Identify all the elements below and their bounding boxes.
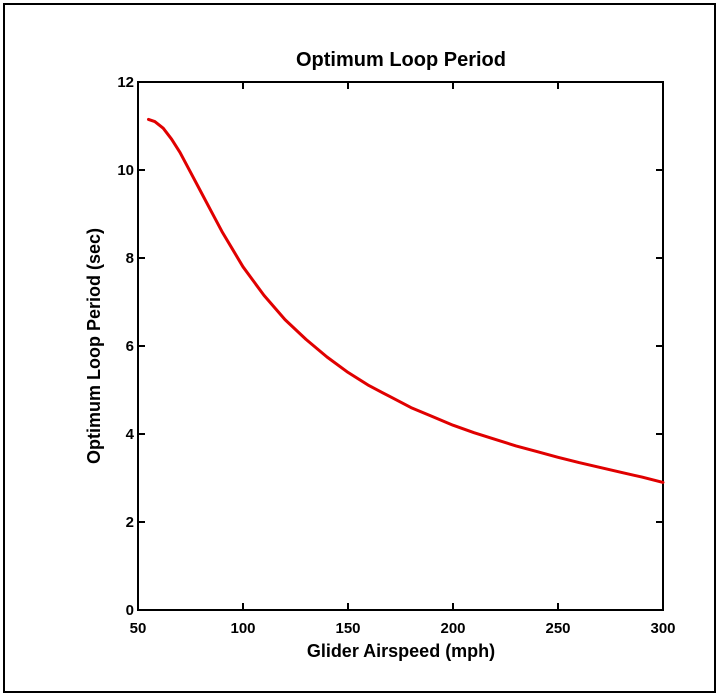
series-line <box>147 117 665 484</box>
plot-area <box>137 81 664 611</box>
y-tick-label: 8 <box>126 250 134 267</box>
x-tick-label: 50 <box>130 620 147 637</box>
tick-marks <box>137 81 664 611</box>
x-tick-label: 300 <box>650 620 675 637</box>
x-tick-label: 150 <box>335 620 360 637</box>
x-tick-labels: 50 100 150 200 250 300 <box>130 620 676 637</box>
x-tick-label: 200 <box>440 620 465 637</box>
y-tick-label: 12 <box>117 74 134 91</box>
y-axis-label: Optimum Loop Period (sec) <box>84 228 104 464</box>
y-tick-label: 2 <box>126 514 134 531</box>
chart-title: Optimum Loop Period <box>296 49 506 71</box>
y-tick-label: 0 <box>126 602 134 619</box>
y-tick-label: 6 <box>126 338 134 355</box>
x-tick-label: 250 <box>545 620 570 637</box>
y-tick-label: 4 <box>126 426 135 443</box>
y-tick-labels: 0 2 4 6 8 10 12 <box>117 74 134 619</box>
x-tick-label: 100 <box>230 620 255 637</box>
x-axis-label: Glider Airspeed (mph) <box>307 641 495 661</box>
y-tick-label: 10 <box>117 162 134 179</box>
figure-frame <box>3 3 716 693</box>
